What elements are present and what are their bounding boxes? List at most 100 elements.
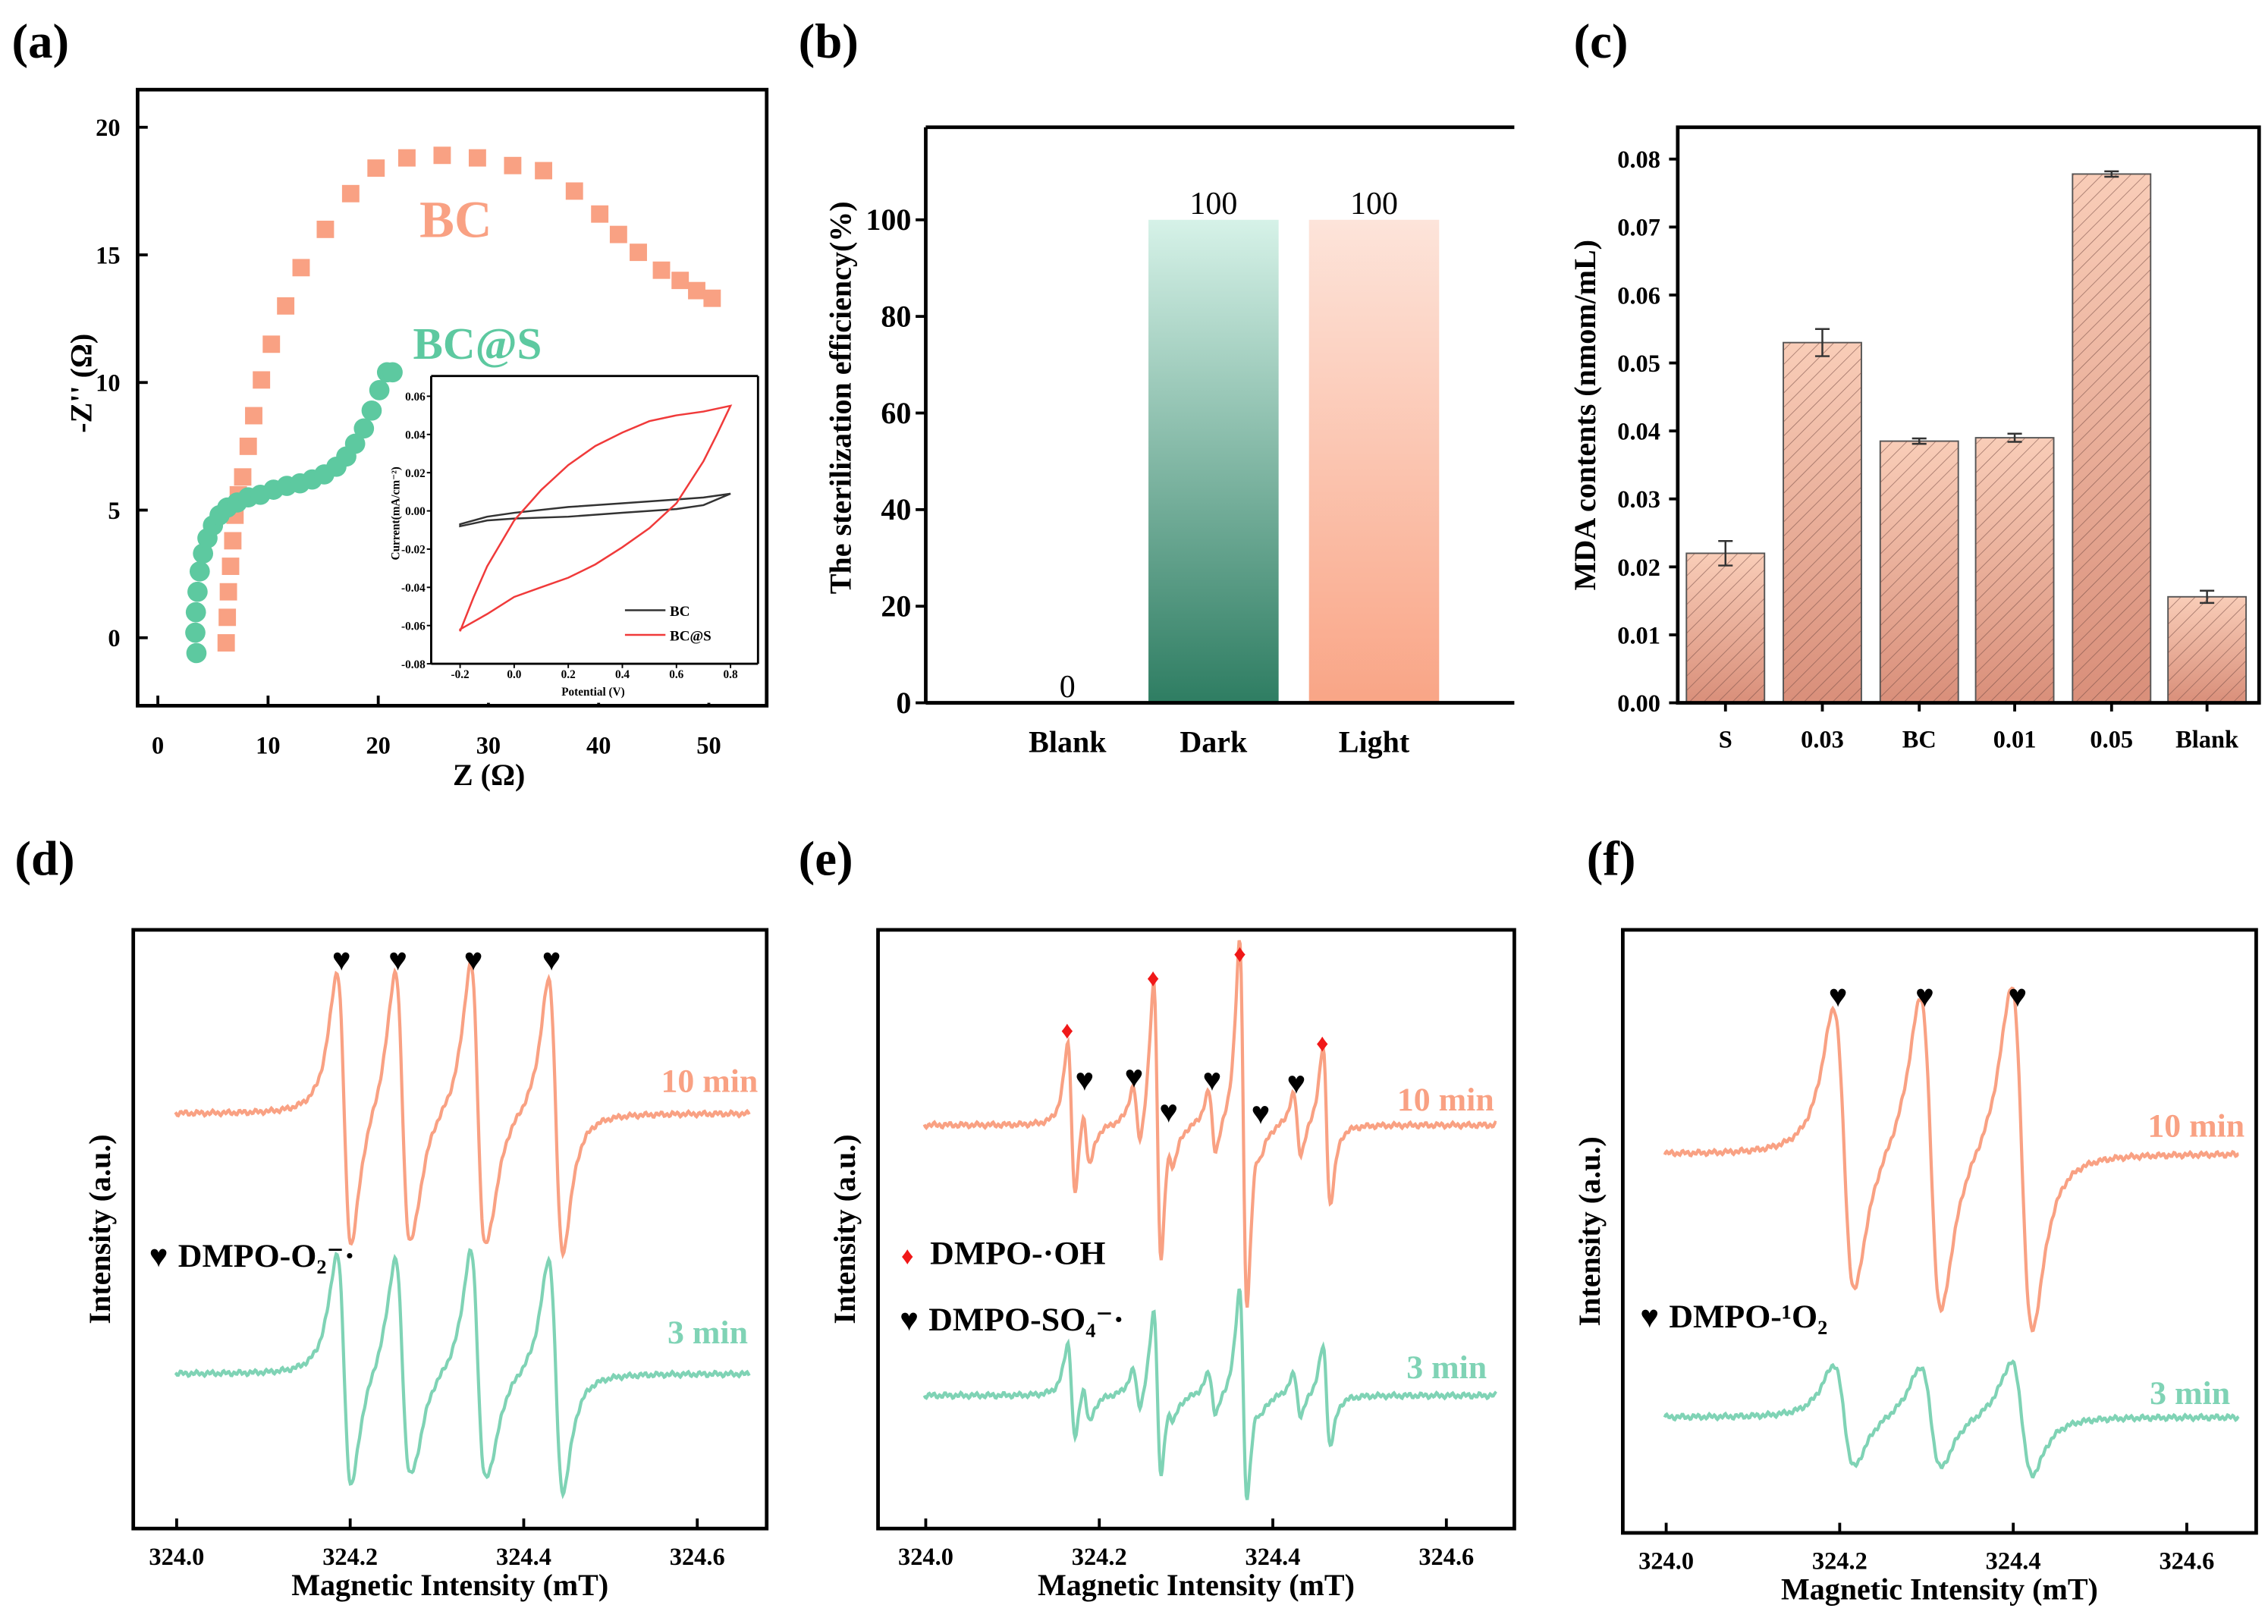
data-point-bc-at-s xyxy=(185,602,206,623)
data-point-bc xyxy=(217,634,235,652)
y-tick-label: 0 xyxy=(108,625,120,652)
y-tick-label: 0.08 xyxy=(1617,146,1660,174)
y-tick-label: 0.00 xyxy=(1617,690,1660,718)
y-axis-label: Intensity (a.u.) xyxy=(1572,1136,1607,1326)
bar-hatch xyxy=(1783,342,1861,703)
x-tick-label: 0.03 xyxy=(1801,727,1844,754)
bar-hatch xyxy=(2072,174,2151,703)
inset-x-tick-label: -0.2 xyxy=(451,668,469,681)
data-point-bc xyxy=(591,205,609,223)
y-tick-label: 0.07 xyxy=(1617,215,1660,242)
x-tick-label: 324.2 xyxy=(1072,1544,1127,1571)
x-tick-label: 30 xyxy=(476,732,501,759)
data-point-bc-at-s xyxy=(382,362,403,383)
inset-x-tick-label: 0.0 xyxy=(507,668,521,681)
inset-y-tick-label: -0.04 xyxy=(401,582,426,595)
x-tick-label: 324.2 xyxy=(1812,1548,1867,1575)
error-bar xyxy=(2007,432,2022,443)
x-tick-label: 324.4 xyxy=(496,1544,551,1571)
heart-marker-icon: ♥ xyxy=(542,943,561,978)
x-tick-label: 20 xyxy=(366,732,390,759)
heart-marker-icon: ♥ xyxy=(1125,1060,1144,1095)
y-tick-label: 5 xyxy=(108,498,120,525)
heart-marker-icon: ♥ xyxy=(1915,979,1934,1014)
y-tick-label: 0 xyxy=(896,686,911,720)
heart-marker-icon: ♥ xyxy=(1829,979,1848,1014)
data-point-bc xyxy=(219,583,237,601)
annotation-bc-at-s: BC@S xyxy=(413,319,542,369)
data-point-bc xyxy=(535,162,553,180)
y-axis-label: Intensity (a.u.) xyxy=(83,1134,117,1324)
inset-x-axis-label: Potential (V) xyxy=(561,686,624,699)
data-point-bc xyxy=(316,220,335,238)
error-bar xyxy=(2104,170,2119,178)
data-point-bc xyxy=(703,289,721,307)
data-point-bc xyxy=(367,159,385,177)
x-axis-label: Magnetic Intensity (mT) xyxy=(1038,1568,1355,1602)
bar-hatch xyxy=(1686,553,1765,703)
y-axis-label: The sterilization efficiency(%) xyxy=(823,201,857,594)
series-label: 10 min xyxy=(2147,1108,2244,1145)
panel-c: S 0.03 BC 0.01 0.05 Blank 0.00 0.01 0.02 0.03 0.04… xyxy=(1568,125,2261,754)
series-label: 3 min xyxy=(668,1315,748,1351)
data-point-bc xyxy=(468,149,486,167)
x-tick-label: 324.0 xyxy=(149,1544,204,1571)
panel-f: 324.0 324.2 324.4 324.6 Magnetic Intensity (… xyxy=(1572,928,2258,1607)
spectrum-3-min xyxy=(1663,1359,2240,1479)
x-tick-label: 324.0 xyxy=(1638,1548,1694,1575)
x-axis-label: Magnetic Intensity (mT) xyxy=(1781,1572,2098,1607)
x-tick-label: 40 xyxy=(586,732,611,759)
error-bar xyxy=(1814,328,1830,357)
inset-y-tick-label: 0.00 xyxy=(405,505,426,518)
heart-marker-icon: ♥ xyxy=(1202,1063,1221,1098)
legend-label: DMPO-O₂⁻· xyxy=(178,1238,355,1274)
annotation-bc: BC xyxy=(419,191,492,249)
data-point-bc xyxy=(688,281,705,300)
legend-label: DMPO-SO₄⁻· xyxy=(928,1302,1124,1338)
inset-series-bc-at-s xyxy=(459,404,733,632)
y-tick-label: 0.03 xyxy=(1617,486,1660,514)
error-bar xyxy=(1911,437,1927,445)
x-tick-label: Light xyxy=(1339,724,1410,759)
heart-marker-icon: ♥ xyxy=(1159,1095,1178,1129)
y-tick-label: 10 xyxy=(96,370,120,397)
y-tick-label: 60 xyxy=(881,396,911,430)
heart-marker-icon: ♥ xyxy=(388,943,407,978)
x-tick-label: 0.01 xyxy=(1993,727,2037,754)
y-tick-label: 0.04 xyxy=(1617,419,1660,446)
bar-value-label: 100 xyxy=(1350,187,1398,221)
x-tick-label: 0.05 xyxy=(2090,727,2133,754)
data-point-bc xyxy=(239,437,257,455)
y-tick-label: 0.05 xyxy=(1617,350,1660,378)
inset-y-axis-label: Current(mA/cm⁻²) xyxy=(389,466,402,560)
spectrum-10-min xyxy=(174,961,751,1260)
legend-label: DMPO-¹O₂ xyxy=(1669,1299,1827,1335)
inset-x-tick-label: 0.2 xyxy=(561,668,576,681)
data-point-bc xyxy=(221,558,240,575)
x-tick-label: BC xyxy=(1902,727,1937,754)
data-point-bc xyxy=(277,297,295,315)
heart-legend-icon: ♥ xyxy=(149,1239,168,1274)
y-tick-label: 20 xyxy=(881,589,911,624)
inset-legend-label: BC@S xyxy=(670,629,711,645)
bar-hatch xyxy=(1880,441,1959,703)
data-point-bc xyxy=(609,225,627,243)
y-tick-label: 15 xyxy=(96,242,120,269)
diamond-legend-icon: ♦ xyxy=(901,1242,914,1270)
series-label: 10 min xyxy=(661,1063,758,1099)
x-tick-label: 10 xyxy=(256,732,280,759)
heart-legend-icon: ♥ xyxy=(1640,1300,1659,1335)
spectrum-10-min xyxy=(1663,986,2239,1333)
heart-marker-icon: ♥ xyxy=(464,943,483,978)
inset-y-tick-label: 0.02 xyxy=(405,467,426,480)
series-label: 3 min xyxy=(2150,1375,2230,1412)
axes-frame xyxy=(876,928,1516,1531)
bar-value-label: 100 xyxy=(1189,187,1237,221)
spectrum-10-min xyxy=(922,940,1497,1308)
data-point-bc xyxy=(234,468,252,486)
data-point-bc xyxy=(565,182,583,200)
x-tick-label: 0 xyxy=(152,732,164,759)
data-point-bc-at-s xyxy=(361,400,382,421)
